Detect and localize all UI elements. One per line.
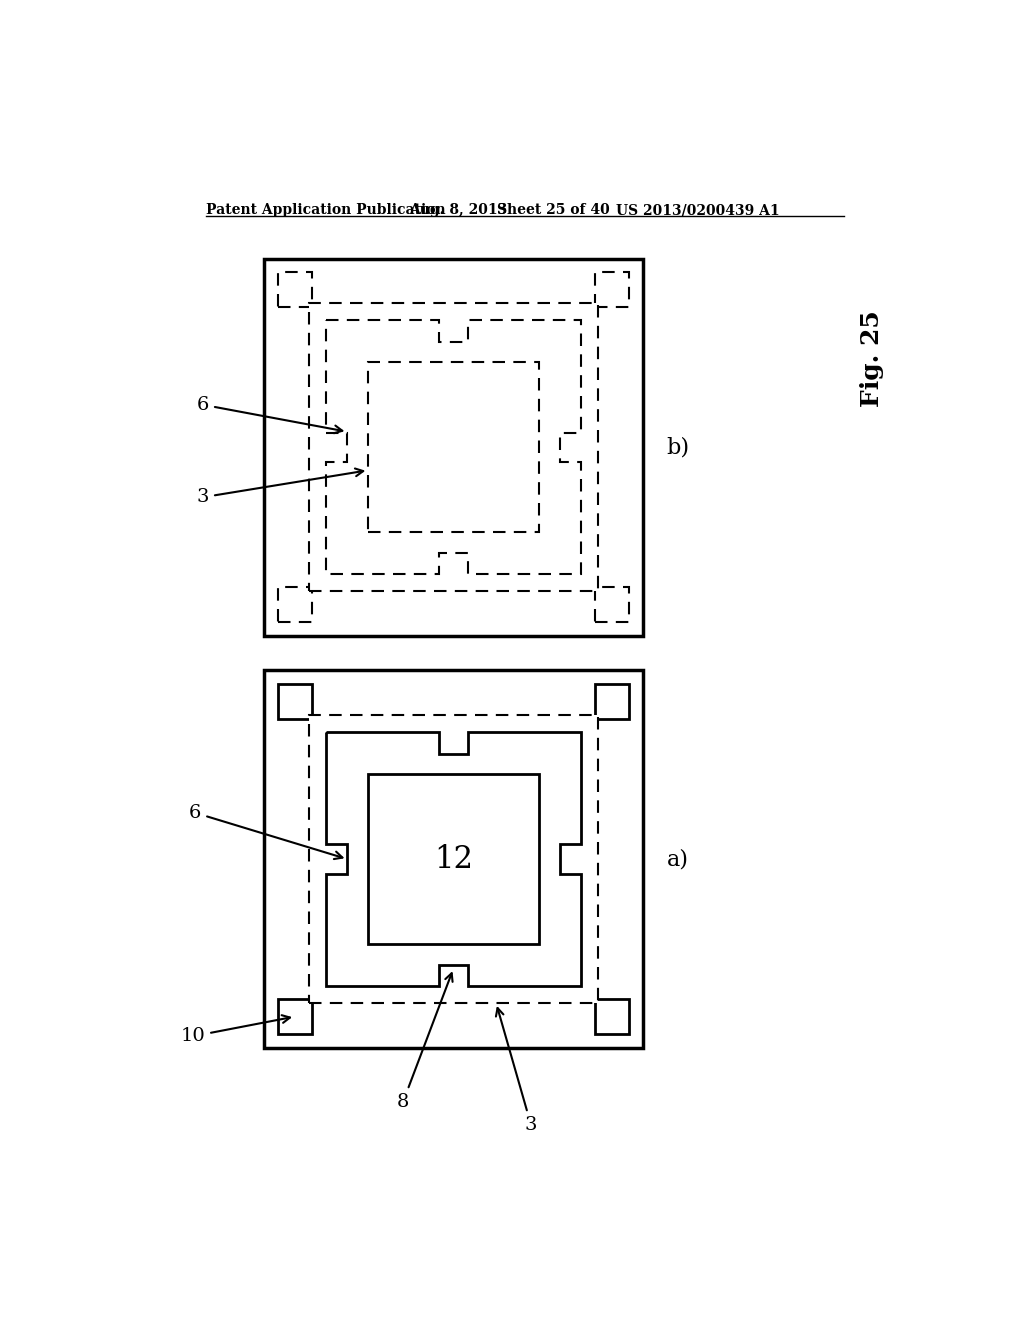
Text: US 2013/0200439 A1: US 2013/0200439 A1 <box>616 203 780 216</box>
Bar <box>278 999 312 1034</box>
Text: b): b) <box>667 436 690 458</box>
Bar <box>369 775 539 944</box>
Bar <box>278 684 312 719</box>
Bar <box>595 587 630 622</box>
Text: 6: 6 <box>197 396 342 433</box>
Bar <box>263 671 643 1048</box>
Text: 8: 8 <box>397 973 453 1110</box>
Bar <box>595 999 630 1034</box>
Text: 12: 12 <box>434 843 473 875</box>
Bar <box>278 587 312 622</box>
Text: Patent Application Publication: Patent Application Publication <box>206 203 445 216</box>
Text: Fig. 25: Fig. 25 <box>860 310 884 407</box>
Text: Aug. 8, 2013: Aug. 8, 2013 <box>410 203 508 216</box>
Bar <box>278 272 312 308</box>
Text: 10: 10 <box>181 1015 290 1045</box>
Text: 3: 3 <box>496 1008 538 1134</box>
Bar <box>595 272 630 308</box>
Text: a): a) <box>667 849 688 870</box>
Bar <box>595 684 630 719</box>
Text: Sheet 25 of 40: Sheet 25 of 40 <box>497 203 609 216</box>
Text: 3: 3 <box>197 469 364 506</box>
Bar <box>263 259 643 636</box>
Bar <box>308 304 598 591</box>
Bar <box>308 715 598 1003</box>
Bar <box>369 363 539 532</box>
Text: 6: 6 <box>189 804 342 859</box>
